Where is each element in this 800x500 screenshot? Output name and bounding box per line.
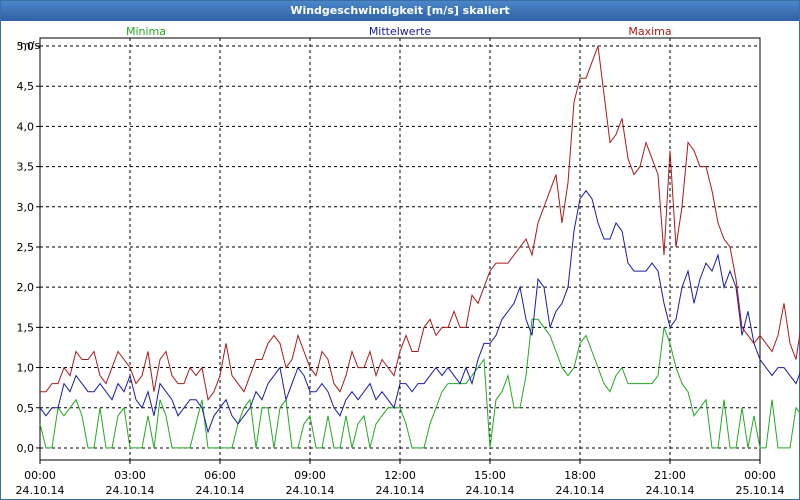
x-tick-date: 24.10.14 <box>286 484 335 497</box>
x-tick-date: 24.10.14 <box>646 484 695 497</box>
x-tick-date: 24.10.14 <box>376 484 425 497</box>
axes <box>39 37 761 461</box>
x-tick-time: 12:00 <box>384 469 416 482</box>
x-tick-date: 25.10.14 <box>736 484 785 497</box>
y-axis-label: m/s <box>20 39 40 52</box>
series-lines <box>39 45 800 449</box>
y-tick-label: 2,5 <box>17 241 35 254</box>
x-tick-time: 09:00 <box>294 469 326 482</box>
y-tick-label: 3,0 <box>17 201 35 214</box>
x-tick-date: 24.10.14 <box>16 484 65 497</box>
legend-entry-minima: Minima <box>126 25 166 38</box>
x-tick-date: 24.10.14 <box>466 484 515 497</box>
legend-entry-mittelwerte: Mittelwerte <box>369 25 432 38</box>
y-tick-label: 3,5 <box>17 161 35 174</box>
y-tick-label: 1,5 <box>17 321 35 334</box>
series-line-mittelwerte <box>39 189 800 434</box>
chart-title: Windgeschwindigkeit [m/s] skaliert <box>1 1 799 21</box>
y-tick-label: 0,0 <box>17 442 35 455</box>
y-tick-label: 4,5 <box>17 80 35 93</box>
legend: Minima Mittelwerte Maxima <box>126 25 672 38</box>
y-tick-label: 0,5 <box>17 402 35 415</box>
series-line-maxima <box>40 45 800 401</box>
y-tick-label: 1,0 <box>17 362 35 375</box>
x-tick-time: 00:00 <box>744 469 776 482</box>
x-tick-time: 06:00 <box>204 469 236 482</box>
plot-area-border <box>39 37 761 461</box>
x-tick-date: 24.10.14 <box>106 484 155 497</box>
series-line-minima <box>39 318 800 449</box>
legend-entry-maxima: Maxima <box>628 25 671 38</box>
y-tick-label: 2,0 <box>17 281 35 294</box>
x-tick-time: 00:00 <box>24 469 56 482</box>
y-tick-labels: 0,0 0,5 1,0 1,5 2,0 2,5 3,0 3,5 4,0 4,5 5,0 <box>17 40 35 455</box>
y-tick-label: 4,0 <box>17 120 35 133</box>
x-tick-labels: 00:00 24.10.14 03:00 24.10.14 06:00 24.10.14 0… <box>16 469 785 497</box>
x-tick-date: 24.10.14 <box>556 484 605 497</box>
x-tick-time: 21:00 <box>654 469 686 482</box>
y-tick-label: 5,0 <box>17 40 35 53</box>
x-tick-time: 18:00 <box>564 469 596 482</box>
x-tick-time: 03:00 <box>114 469 146 482</box>
x-tick-date: 24.10.14 <box>196 484 245 497</box>
x-tick-time: 15:00 <box>474 469 506 482</box>
